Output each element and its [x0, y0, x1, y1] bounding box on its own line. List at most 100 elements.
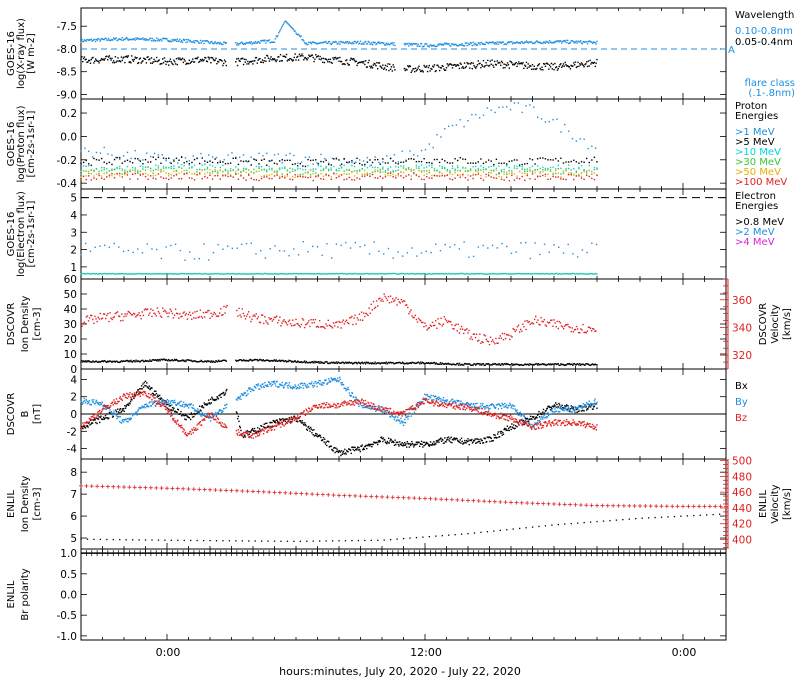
data-point	[278, 250, 281, 252]
data-point	[386, 273, 388, 275]
data-point	[198, 361, 200, 363]
data-point	[366, 156, 369, 159]
data-point	[420, 178, 423, 180]
data-point	[198, 42, 201, 44]
data-point	[183, 165, 185, 167]
data-point	[264, 57, 266, 59]
data-point	[138, 361, 141, 363]
data-point	[111, 318, 113, 321]
data-point	[480, 363, 482, 365]
data-point	[364, 41, 366, 43]
data-point	[401, 272, 403, 275]
data-point	[277, 153, 280, 155]
data-point	[281, 25, 283, 28]
data-point	[488, 343, 491, 346]
data-point	[93, 419, 95, 421]
data-point	[436, 64, 438, 67]
data-point	[410, 273, 412, 275]
data-point	[400, 443, 402, 445]
data-point	[100, 175, 103, 177]
data-point	[475, 438, 478, 440]
data-point	[254, 57, 257, 59]
data-point	[115, 410, 118, 413]
data-point	[422, 45, 424, 48]
data-point	[483, 334, 485, 336]
data-point	[338, 60, 340, 62]
data-point	[142, 168, 144, 170]
data-point	[146, 360, 148, 362]
data-point	[592, 42, 594, 45]
data-point	[503, 332, 506, 335]
data-point	[266, 170, 268, 173]
data-point	[219, 42, 222, 44]
data-point	[571, 363, 573, 365]
data-point	[420, 171, 423, 173]
data-point	[206, 166, 209, 169]
data-point	[164, 273, 166, 275]
data-point	[513, 42, 516, 44]
data-point	[193, 412, 196, 415]
data-point	[271, 320, 274, 322]
data-point	[370, 67, 372, 69]
data-point	[155, 40, 157, 42]
data-point	[591, 41, 593, 43]
data-point	[443, 43, 445, 46]
data-point	[596, 58, 598, 61]
data-point	[128, 61, 130, 64]
data-point	[468, 443, 470, 446]
data-point	[440, 44, 443, 46]
data-point	[139, 273, 142, 275]
data-point	[235, 166, 237, 168]
data-point	[180, 360, 182, 362]
data-point	[301, 318, 304, 320]
data-point	[594, 42, 596, 44]
data-point	[180, 272, 183, 275]
data-point	[472, 273, 474, 275]
data-point	[562, 40, 565, 42]
data-point	[289, 159, 291, 162]
data-point	[205, 273, 207, 275]
data-point	[301, 420, 303, 422]
data-point	[291, 163, 294, 166]
data-point	[375, 65, 377, 67]
data-point	[386, 43, 388, 46]
data-point	[168, 273, 170, 275]
legend-item: By	[735, 397, 748, 408]
data-point	[418, 45, 420, 47]
data-point	[227, 172, 229, 175]
data-point	[224, 359, 227, 362]
data-point	[85, 165, 87, 167]
data-point	[530, 273, 532, 275]
data-point	[219, 178, 222, 180]
data-point	[170, 409, 172, 411]
data-point	[165, 63, 167, 66]
data-point	[546, 321, 549, 323]
data-point	[351, 164, 353, 167]
data-point	[374, 156, 376, 158]
data-point	[107, 312, 109, 315]
data-point	[162, 177, 165, 179]
data-point	[381, 437, 383, 440]
data-point	[198, 257, 200, 260]
data-point	[200, 315, 203, 318]
data-point	[482, 273, 485, 275]
data-point	[563, 65, 566, 67]
data-point	[252, 42, 254, 44]
data-point	[405, 168, 407, 170]
data-point	[165, 166, 167, 169]
data-point	[418, 167, 420, 170]
data-point	[542, 166, 544, 168]
data-point	[224, 273, 227, 275]
data-point	[345, 453, 347, 455]
data-point	[577, 61, 579, 64]
data-point	[290, 58, 292, 60]
data-point	[277, 34, 279, 37]
y-axis-label: log(Electron flux)	[16, 191, 27, 277]
data-point	[586, 65, 589, 68]
data-point	[222, 313, 224, 316]
data-point	[217, 162, 219, 164]
data-point	[507, 427, 510, 430]
data-point	[129, 360, 131, 363]
data-point	[195, 317, 197, 319]
data-point	[374, 166, 376, 169]
